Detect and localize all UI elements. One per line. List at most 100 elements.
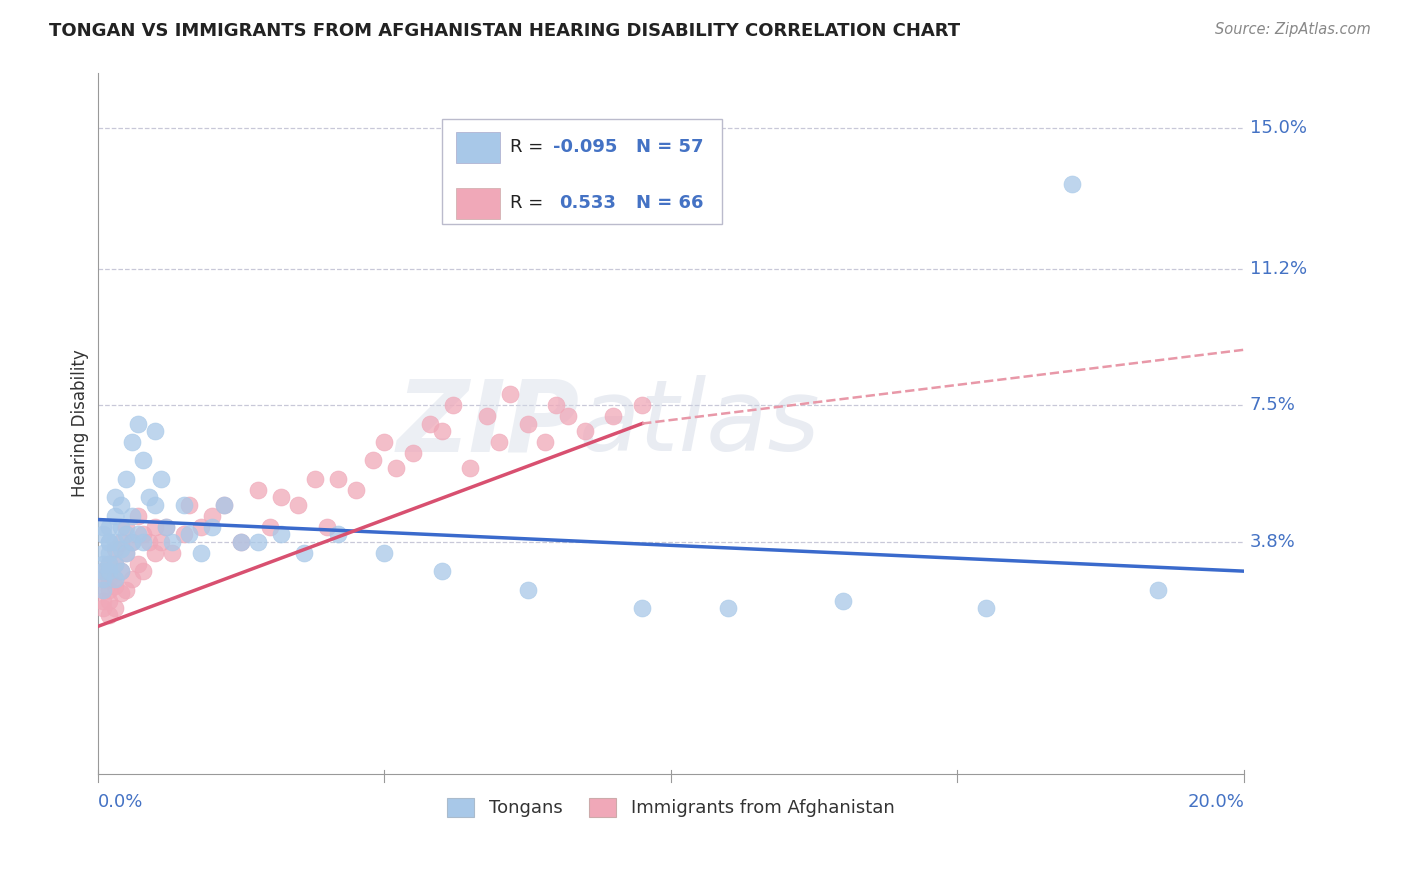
Point bbox=[361, 453, 384, 467]
Point bbox=[115, 520, 138, 534]
Point bbox=[419, 417, 441, 431]
Point bbox=[631, 601, 654, 615]
Point bbox=[121, 534, 143, 549]
Point bbox=[91, 601, 114, 615]
Point bbox=[373, 546, 395, 560]
Point bbox=[132, 453, 155, 467]
Point bbox=[201, 508, 224, 523]
Point bbox=[115, 582, 138, 597]
Point bbox=[477, 409, 499, 424]
Point bbox=[373, 435, 395, 450]
Point bbox=[98, 520, 121, 534]
Point bbox=[974, 601, 997, 615]
Point bbox=[104, 572, 127, 586]
Point bbox=[488, 435, 510, 450]
Point bbox=[115, 546, 138, 560]
Point bbox=[91, 593, 114, 607]
Point bbox=[557, 409, 579, 424]
Point bbox=[304, 472, 326, 486]
Point bbox=[149, 472, 172, 486]
Point bbox=[229, 534, 252, 549]
Point bbox=[831, 593, 853, 607]
Legend: Tongans, Immigrants from Afghanistan: Tongans, Immigrants from Afghanistan bbox=[440, 791, 901, 825]
Point bbox=[104, 534, 127, 549]
Point bbox=[121, 508, 143, 523]
Point bbox=[155, 520, 177, 534]
Point bbox=[160, 546, 183, 560]
Point bbox=[121, 572, 143, 586]
Text: 7.5%: 7.5% bbox=[1250, 396, 1296, 414]
Point bbox=[98, 534, 121, 549]
Point bbox=[91, 582, 114, 597]
Point bbox=[328, 472, 350, 486]
Point bbox=[104, 572, 127, 586]
Point bbox=[179, 498, 201, 512]
Text: 0.533: 0.533 bbox=[560, 194, 616, 212]
Point bbox=[98, 582, 121, 597]
Point bbox=[190, 520, 212, 534]
Point bbox=[631, 398, 654, 412]
Point bbox=[110, 520, 132, 534]
Point bbox=[292, 546, 315, 560]
Point bbox=[91, 546, 114, 560]
Text: 3.8%: 3.8% bbox=[1250, 533, 1295, 550]
Point bbox=[344, 483, 367, 497]
Text: N = 66: N = 66 bbox=[637, 194, 704, 212]
Point bbox=[104, 541, 127, 556]
Point bbox=[121, 435, 143, 450]
Point bbox=[259, 520, 281, 534]
Point bbox=[98, 564, 121, 578]
Point bbox=[91, 564, 114, 578]
Point bbox=[160, 534, 183, 549]
Point bbox=[201, 520, 224, 534]
Point bbox=[98, 546, 121, 560]
Text: 0.0%: 0.0% bbox=[97, 793, 143, 811]
Bar bbox=[457, 187, 501, 219]
Point bbox=[98, 593, 121, 607]
Point bbox=[104, 508, 127, 523]
Point bbox=[1062, 177, 1084, 191]
Point bbox=[229, 534, 252, 549]
Point bbox=[91, 572, 114, 586]
Point bbox=[138, 491, 160, 505]
Bar bbox=[457, 131, 501, 163]
Point bbox=[717, 601, 740, 615]
Point bbox=[328, 527, 350, 541]
Point bbox=[212, 498, 235, 512]
Point bbox=[1147, 582, 1170, 597]
Point bbox=[110, 564, 132, 578]
Point bbox=[91, 582, 114, 597]
Point bbox=[115, 546, 138, 560]
Point bbox=[110, 498, 132, 512]
Text: TONGAN VS IMMIGRANTS FROM AFGHANISTAN HEARING DISABILITY CORRELATION CHART: TONGAN VS IMMIGRANTS FROM AFGHANISTAN HE… bbox=[49, 22, 960, 40]
Point bbox=[132, 527, 155, 541]
Point bbox=[110, 586, 132, 600]
Point bbox=[132, 564, 155, 578]
Point bbox=[98, 572, 121, 586]
Point bbox=[104, 491, 127, 505]
Point bbox=[315, 520, 337, 534]
Text: 20.0%: 20.0% bbox=[1187, 793, 1244, 811]
Point bbox=[115, 527, 138, 541]
Point bbox=[155, 520, 177, 534]
Point bbox=[143, 546, 166, 560]
Text: atlas: atlas bbox=[579, 375, 821, 472]
FancyBboxPatch shape bbox=[441, 119, 723, 224]
Text: ZIP: ZIP bbox=[396, 375, 579, 472]
Point bbox=[173, 527, 195, 541]
Text: R =: R = bbox=[510, 194, 555, 212]
Point bbox=[430, 424, 453, 438]
Y-axis label: Hearing Disability: Hearing Disability bbox=[72, 350, 89, 498]
Point bbox=[574, 424, 596, 438]
Point bbox=[104, 579, 127, 593]
Point bbox=[91, 527, 114, 541]
Point bbox=[98, 557, 121, 571]
Text: 11.2%: 11.2% bbox=[1250, 260, 1308, 277]
Text: -0.095: -0.095 bbox=[553, 138, 617, 156]
Point bbox=[132, 534, 155, 549]
Point bbox=[212, 498, 235, 512]
Point bbox=[110, 564, 132, 578]
Point bbox=[98, 557, 121, 571]
Point bbox=[127, 417, 149, 431]
Point bbox=[143, 520, 166, 534]
